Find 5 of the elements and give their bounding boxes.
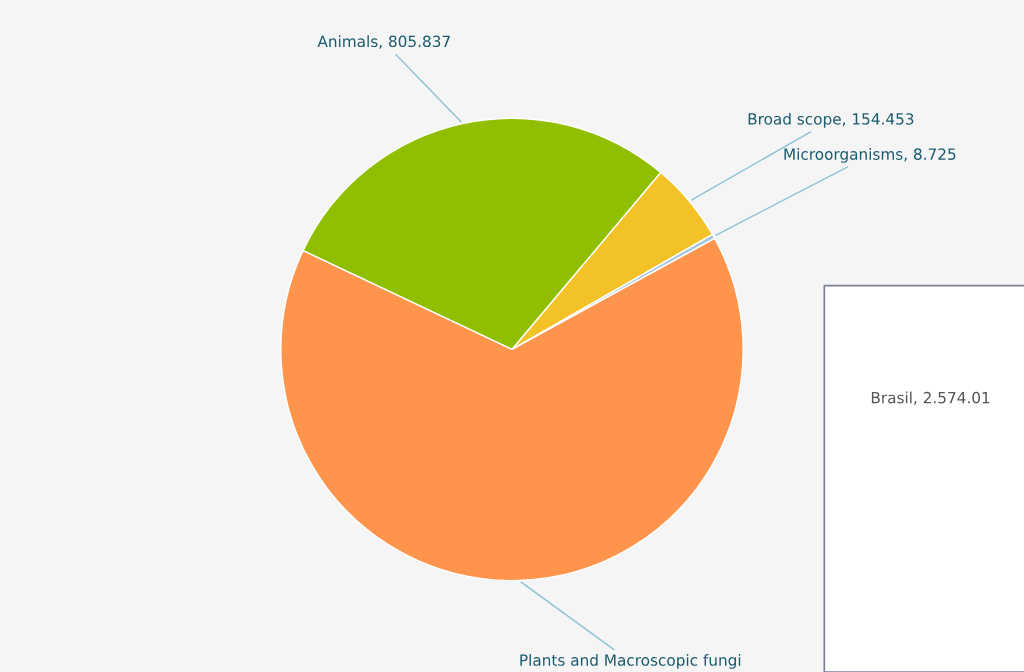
slice-label: Microorganisms, 8.725 — [784, 148, 956, 163]
slice-label: Broad scope, 154.453 — [748, 112, 914, 128]
slice-label: Animals, 805.837 — [317, 35, 450, 49]
text: Brasil, 2.574.01 — [871, 391, 990, 405]
slice-label: Plants and Macroscopic fungi — [520, 654, 741, 669]
